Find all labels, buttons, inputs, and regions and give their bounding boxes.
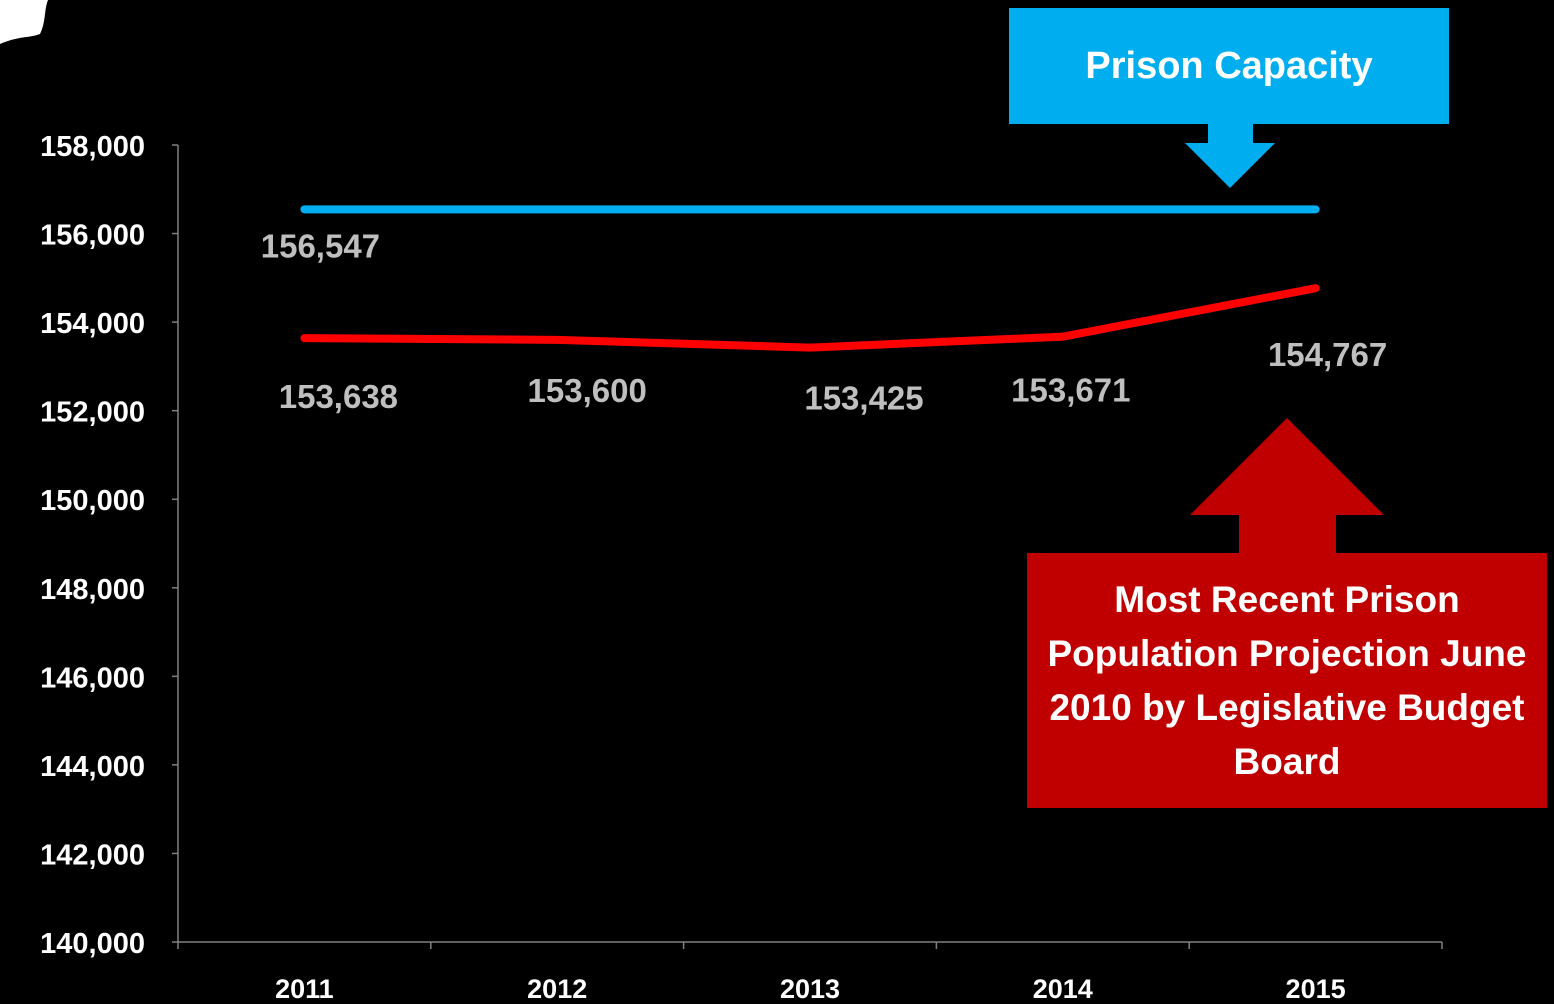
- y-tick-label: 156,000: [40, 220, 145, 252]
- y-tick-label: 140,000: [40, 928, 145, 960]
- axes: 140,000 142,000 144,000 146,000 148,000 150,0…: [40, 131, 1443, 1004]
- callout-arrows: [1185, 124, 1384, 553]
- x-tick-label: 2015: [1286, 974, 1346, 1004]
- y-tick-label: 152,000: [40, 397, 145, 429]
- y-tick-label: 150,000: [40, 485, 145, 517]
- y-tick-label: 144,000: [40, 751, 145, 783]
- data-label: 156,547: [261, 227, 380, 264]
- y-tick-label: 158,000: [40, 131, 145, 163]
- y-tick-label: 154,000: [40, 308, 145, 340]
- series-lines: [300, 205, 1320, 352]
- projection-line: [300, 284, 1320, 352]
- y-tick-label: 148,000: [40, 574, 145, 606]
- data-label: 154,767: [1268, 336, 1387, 373]
- capacity-callout: Prison Capacity: [1009, 8, 1449, 124]
- page-corner-decoration: [0, 0, 48, 44]
- data-label: 153,425: [804, 380, 923, 417]
- data-label: 153,638: [279, 378, 398, 415]
- data-labels: 156,547 153,638 153,600 153,425 153,671 154,7…: [261, 227, 1387, 416]
- x-tick-label: 2014: [1033, 974, 1093, 1004]
- x-tick-label: 2012: [527, 974, 587, 1004]
- capacity-arrow-icon: [1185, 124, 1275, 188]
- x-tick-label: 2011: [275, 974, 334, 1004]
- projection-arrow-icon: [1190, 418, 1384, 553]
- data-label: 153,600: [528, 372, 647, 409]
- x-tick-label: 2013: [780, 974, 840, 1004]
- data-label: 153,671: [1011, 372, 1130, 409]
- y-tick-label: 142,000: [40, 839, 145, 871]
- projection-callout: Most Recent Prison Population Projection…: [1027, 553, 1547, 808]
- y-tick-label: 146,000: [40, 662, 145, 694]
